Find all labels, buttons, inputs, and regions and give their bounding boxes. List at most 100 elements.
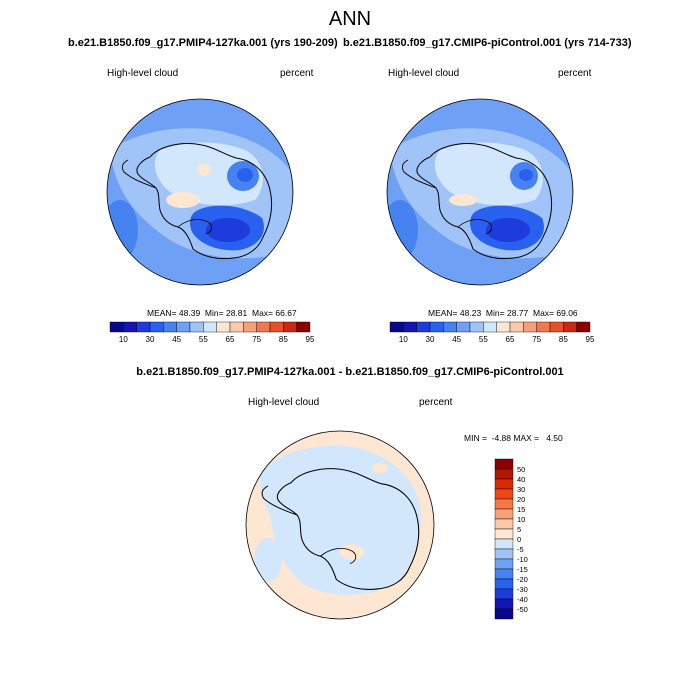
- panel1-colorbar-swatch: [243, 321, 257, 333]
- panel1-colorbar-tick-label: 65: [226, 335, 235, 344]
- diff-colorbar-tick-label: -15: [517, 565, 528, 574]
- panel2-stats: MEAN= 48.23 Min= 28.77 Max= 69.06: [428, 308, 578, 318]
- diff-variable: High-level cloud: [248, 397, 320, 408]
- diff-colorbar-swatch: [494, 458, 514, 470]
- diff-colorbar-swatch: [494, 528, 514, 540]
- diff-colorbar-swatch: [494, 588, 514, 600]
- panel2-colorbar-tick-label: 30: [426, 335, 435, 344]
- diff-colorbar-swatch: [494, 608, 514, 620]
- panel2-colorbar-tick-label: 65: [506, 335, 515, 344]
- diff-colorbar-tick-label: 10: [517, 515, 525, 524]
- panel2-colorbar-tick-label: 55: [479, 335, 488, 344]
- panel2-mean-label: MEAN=: [428, 308, 458, 318]
- panel1-colorbar-tick-label: 75: [252, 335, 261, 344]
- panel1-colorbar-swatch: [149, 321, 164, 333]
- panel1-colorbar: 10 30 45 55 65 75 85 95: [109, 321, 315, 344]
- diff-colorbar-swatch: [494, 568, 514, 580]
- panel2-colorbar: 10 30 45 55 65 75 85 95: [389, 321, 595, 344]
- panel2-colorbar-swatch: [509, 321, 524, 333]
- panel2-colorbar-swatch: [576, 321, 591, 333]
- diff-colorbar-tick-label: 5: [517, 525, 521, 534]
- panel2-colorbar-swatch: [536, 321, 551, 333]
- diff-colorbar-tick-label: -50: [517, 605, 528, 614]
- panel2-colorbar-swatch: [416, 321, 431, 333]
- panel1-colorbar-swatch: [189, 321, 204, 333]
- panel1-map: [106, 98, 294, 286]
- panel2-colorbar-swatch: [443, 321, 457, 333]
- panel1-colorbar-tick-label: 85: [279, 335, 288, 344]
- panel2-max-label: Max=: [532, 308, 555, 318]
- diff-colorbar-tick-label: -20: [517, 575, 528, 584]
- panel2-colorbar-swatch: [549, 321, 564, 333]
- panel2-min: 28.77: [506, 308, 529, 318]
- diff-colorbar-tick-label: 50: [517, 465, 525, 474]
- panel1-colorbar-tick-label: 95: [306, 335, 315, 344]
- panel2-colorbar-tick-label: 45: [452, 335, 461, 344]
- panel2-colorbar-swatch: [429, 321, 444, 333]
- panel1-min: 28.81: [225, 308, 248, 318]
- diff-colorbar-swatch: [494, 508, 514, 520]
- diff-colorbar-swatch: [494, 478, 514, 490]
- diff-colorbar-swatch: [494, 468, 514, 480]
- panel1-max: 66.67: [275, 308, 297, 318]
- panel2-mean: 48.23: [459, 308, 482, 318]
- panel1-colorbar-swatch: [269, 321, 284, 333]
- figure-title: ANN: [328, 8, 372, 30]
- diff-colorbar-swatch: [494, 558, 514, 570]
- diff-colorbar-tick-label: 15: [517, 505, 525, 514]
- panel2-colorbar-swatch: [563, 321, 577, 333]
- panel2-colorbar-swatch: [483, 321, 497, 333]
- diff-title: b.e21.B1850.f09_g17.PMIP4-127ka.001 - b.…: [136, 366, 564, 378]
- panel1-colorbar-swatch: [256, 321, 271, 333]
- panel2-colorbar-swatch: [496, 321, 511, 333]
- panel2-colorbar-tick-label: 85: [559, 335, 568, 344]
- panel1-colorbar-swatch: [123, 321, 137, 333]
- diff-minmax: MIN = -4.88 MAX = 4.50: [464, 433, 563, 443]
- diff-colorbar-tick-label: 20: [517, 495, 525, 504]
- diff-colorbar-tick-label: -30: [517, 585, 528, 594]
- panel1-max-label: Max=: [251, 308, 274, 318]
- diff-colorbar-swatch: [494, 578, 514, 590]
- panel1-colorbar-swatch: [216, 321, 231, 333]
- panel1-colorbar-swatch: [136, 321, 151, 333]
- panel1-mean-label: MEAN=: [147, 308, 177, 318]
- panel1-colorbar-tick-label: 10: [119, 335, 128, 344]
- panel2-colorbar-swatch: [389, 321, 404, 333]
- panel1-mean: 48.39: [178, 308, 201, 318]
- panel1-colorbar-tick-label: 55: [199, 335, 208, 344]
- panel2-map: [386, 98, 574, 286]
- panel2-colorbar-swatch: [469, 321, 484, 333]
- diff-colorbar-swatch: [494, 498, 514, 510]
- diff-colorbar-tick-label: -5: [517, 545, 524, 554]
- panel2-case-title: b.e21.B1850.f09_g17.CMIP6-piControl.001 …: [343, 37, 632, 49]
- panel2-colorbar-tick-label: 10: [399, 335, 408, 344]
- panel2-units: percent: [558, 68, 592, 79]
- panel2-colorbar-tick-label: 95: [586, 335, 595, 344]
- panel1-colorbar-tick-label: 45: [172, 335, 181, 344]
- diff-colorbar-tick-label: 30: [517, 485, 525, 494]
- diff-colorbar-swatch: [494, 518, 514, 530]
- panel1-colorbar-swatch: [229, 321, 244, 333]
- panel1-colorbar-swatch: [296, 321, 311, 333]
- panel1-variable: High-level cloud: [107, 68, 179, 79]
- panel2-min-label: Min=: [485, 308, 505, 318]
- panel1-colorbar-swatch: [283, 321, 297, 333]
- diff-colorbar-swatch: [494, 488, 514, 500]
- diff-units: percent: [419, 397, 453, 408]
- panel2-variable: High-level cloud: [388, 68, 460, 79]
- diff-colorbar-tick-label: -40: [517, 595, 528, 604]
- panel1-colorbar-swatch: [163, 321, 177, 333]
- diff-map: [245, 430, 435, 620]
- diff-colorbar-swatch: [494, 538, 514, 550]
- panel1-colorbar-swatch: [203, 321, 217, 333]
- panel1-stats: MEAN= 48.39 Min= 28.81 Max= 66.67: [147, 308, 297, 318]
- panel1-min-label: Min=: [204, 308, 224, 318]
- panel2-colorbar-swatch: [523, 321, 537, 333]
- diff-colorbar-swatch: [494, 598, 514, 610]
- panel1-case-title: b.e21.B1850.f09_g17.PMIP4-127ka.001 (yrs…: [68, 37, 338, 49]
- diff-colorbar-tick-label: 40: [517, 475, 525, 484]
- diff-colorbar-swatch: [494, 548, 514, 560]
- panel2-colorbar-swatch: [403, 321, 417, 333]
